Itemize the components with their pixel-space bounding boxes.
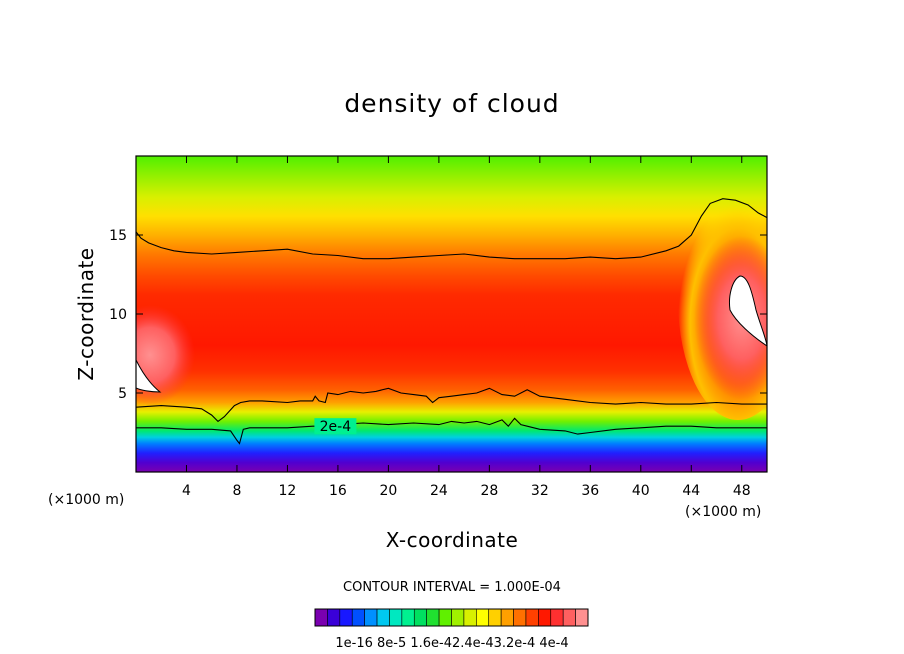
contour-line-0 (136, 198, 767, 260)
contour-interval-text: CONTOUR INTERVAL = 1.000E-04 (343, 580, 561, 595)
colorbar-labels: 1e-16 8e-5 1.6e-42.4e-43.2e-4 4e-4 (335, 636, 568, 651)
colorbar-swatch (364, 608, 378, 627)
colorbar-swatch (389, 608, 403, 627)
x-unit-right: (×1000 m) (685, 504, 761, 520)
colorbar-swatch (476, 608, 490, 627)
left-max-region (136, 359, 162, 393)
colorbar-swatch (525, 608, 539, 627)
x-tick-label: 4 (182, 483, 191, 499)
x-unit-left: (×1000 m) (48, 492, 124, 508)
colorbar-swatch (562, 608, 576, 627)
x-tick-label: 20 (379, 483, 397, 499)
y-tick-label: 10 (109, 307, 127, 323)
contour-label-background (314, 418, 357, 435)
colorbar-frame (314, 608, 589, 627)
colorbar-swatch (413, 608, 427, 627)
contour-fill (136, 156, 767, 472)
colorbar-swatch (314, 608, 328, 627)
colorbar-swatch (575, 608, 589, 627)
colorbar-swatch (463, 608, 477, 627)
right-max-region (729, 275, 767, 347)
contour-line-1 (136, 387, 767, 423)
x-tick-label: 28 (480, 483, 498, 499)
x-tick-label: 36 (581, 483, 599, 499)
right-core-fill (694, 236, 767, 400)
colorbar-swatch (500, 608, 514, 627)
x-tick-label: 44 (682, 483, 700, 499)
contour-line-label: 2e-4 (320, 419, 352, 435)
colorbar-swatch (339, 608, 353, 627)
colorbar-swatch (451, 608, 465, 627)
colorbar-swatch (438, 608, 452, 627)
colorbar-swatch (376, 608, 390, 627)
x-tick-label: 32 (531, 483, 549, 499)
chart-title: density of cloud (344, 89, 559, 118)
left-core-fill (136, 305, 195, 405)
contour-lines (136, 198, 767, 445)
field-background (136, 156, 767, 472)
colorbar-swatch (401, 608, 415, 627)
colorbar-swatch (550, 608, 564, 627)
x-tick-label: 48 (733, 483, 751, 499)
x-tick-label: 8 (232, 483, 241, 499)
contour-line-label-group: 2e-4 (314, 418, 357, 435)
y-axis-ticks: 5 10 15 (109, 228, 767, 402)
colorbar-swatch (538, 608, 552, 627)
x-tick-label: 16 (329, 483, 347, 499)
x-tick-label: 12 (279, 483, 297, 499)
contour-line-2 (136, 417, 767, 445)
title: density of cloud (344, 89, 559, 118)
x-axis-ticks: 4 8 12 16 20 24 28 32 36 40 44 48 (182, 156, 751, 499)
y-tick-label: 15 (109, 228, 127, 244)
y-axis-label: Z-coordinate (74, 247, 98, 380)
x-tick-label: 24 (430, 483, 448, 499)
colorbar-swatch (488, 608, 502, 627)
colorbar-swatch (351, 608, 365, 627)
y-tick-label: 5 (118, 386, 127, 402)
colorbar-swatch (426, 608, 440, 627)
x-axis-label: X-coordinate (386, 528, 519, 552)
colorbar-swatch (513, 608, 527, 627)
colorbar (314, 608, 589, 627)
colorbar-swatch (327, 608, 341, 627)
x-tick-label: 40 (632, 483, 650, 499)
